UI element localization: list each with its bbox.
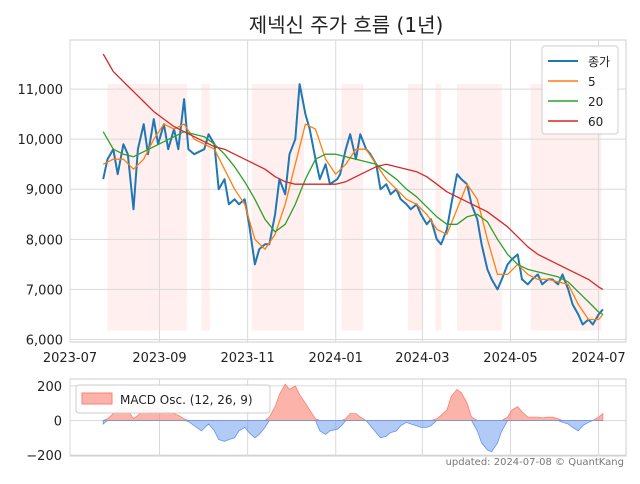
macd-y-tick-label-0: 200	[37, 380, 62, 395]
macd-y-tick-label-2: −200	[26, 449, 62, 464]
legend-label-ma60: 60	[588, 115, 603, 129]
macd-positive-area	[103, 383, 604, 421]
macd-y-tick-label-1: 0	[54, 415, 62, 430]
y-tick-label-2: 8,000	[26, 233, 63, 248]
shaded-period-1	[201, 84, 211, 331]
legend-label-close: 종가	[588, 55, 610, 69]
shaded-period-3	[341, 84, 364, 331]
series-line-ma60	[102, 53, 604, 290]
macd-legend-swatch	[81, 392, 113, 405]
x-tick-label-5: 2024-05	[483, 351, 537, 366]
macd-negative-area	[102, 420, 603, 453]
legend-box	[541, 45, 619, 135]
macd-panel: 200 0 −200	[26, 379, 626, 464]
shaded-period-5	[435, 84, 442, 331]
y-tick-label-3: 9,000	[26, 183, 63, 198]
y-tick-label-4: 10,000	[18, 133, 64, 148]
x-tick-label-0: 2023-07	[43, 351, 97, 366]
x-tick-label-6: 2024-07	[571, 351, 625, 366]
y-tick-label-0: 6,000	[26, 333, 63, 348]
x-tick-label-1: 2023-09	[132, 351, 186, 366]
x-tick-label-3: 2024-01	[309, 351, 363, 366]
shaded-period-0	[107, 84, 187, 331]
series-line-ma20	[102, 131, 604, 316]
footer-credit: updated: 2024-07-08 © QuantKang	[446, 457, 624, 468]
y-tick-label-1: 7,000	[26, 283, 63, 298]
macd-legend-box	[75, 384, 271, 414]
macd-legend-label: MACD Osc. (12, 26, 9)	[120, 393, 253, 407]
shaded-period-4	[407, 84, 423, 331]
chart-title: 제넥신 주가 흐름 (1년)	[249, 13, 444, 37]
series-line-ma5	[102, 123, 604, 321]
price-legend: 종가 5 20 60	[541, 45, 619, 135]
x-tick-label-4: 2024-03	[395, 351, 449, 366]
macd-legend: MACD Osc. (12, 26, 9)	[75, 384, 271, 414]
legend-label-ma5: 5	[588, 75, 596, 89]
y-tick-label-5: 11,000	[18, 83, 64, 98]
legend-label-ma20: 20	[588, 95, 603, 109]
x-tick-label-2: 2023-11	[220, 351, 274, 366]
